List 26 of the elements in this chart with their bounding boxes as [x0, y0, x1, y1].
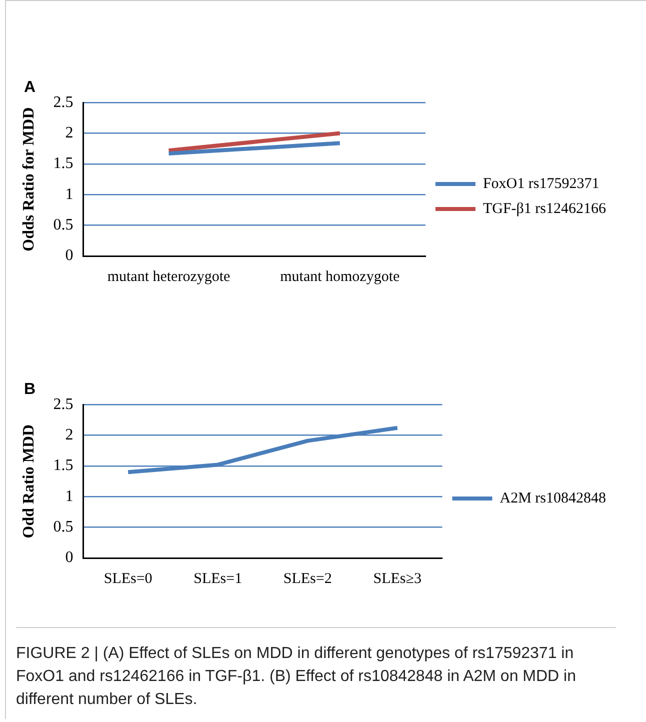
y-tick-label: 2	[65, 426, 74, 444]
legend-label: A2M rs10842848	[500, 490, 606, 506]
legend-label: FoxO1 rs17592371	[482, 176, 600, 192]
y-tick-label: 2	[65, 124, 74, 142]
x-tick-label: SLEs≥3	[373, 570, 422, 587]
y-tick-label: 0	[65, 247, 74, 264]
y-tick-label: 2.5	[53, 396, 74, 413]
chart-title: B	[24, 381, 36, 399]
y-tick-label: 0.5	[53, 518, 74, 536]
y-tick-label: 1.5	[53, 457, 74, 474]
y-tick-label: 0	[65, 549, 74, 566]
x-tick-label: mutant heterozygote	[107, 268, 231, 285]
y-tick-label: 1.5	[53, 155, 74, 172]
legend-label: TGF-β1 rs12462166	[482, 200, 606, 217]
y-tick-label: 0.5	[53, 216, 74, 234]
x-tick-label: SLEs=1	[194, 570, 242, 587]
x-tick-label: mutant homozygote	[280, 268, 400, 285]
chart-title: A	[24, 79, 36, 97]
caption: FIGURE 2 | (A) Effect of SLEs on MDD in different genotypes of rs17592371 in FoxO1 and rs12462166 in TGF-β1. (B) Effect of rs10842848 in A2M on MDD in different number of SLEs.	[16, 627, 616, 711]
y-tick-label: 1	[65, 488, 74, 505]
y-tick-label: 2.5	[53, 94, 74, 111]
y-axis-title: Odds Ratio for MDD	[20, 107, 38, 252]
y-axis-title: Odd Ratio MDD	[20, 424, 38, 538]
x-tick-label: SLEs=2	[283, 570, 332, 587]
x-tick-label: SLEs=0	[104, 570, 152, 587]
y-tick-label: 1	[65, 186, 74, 203]
